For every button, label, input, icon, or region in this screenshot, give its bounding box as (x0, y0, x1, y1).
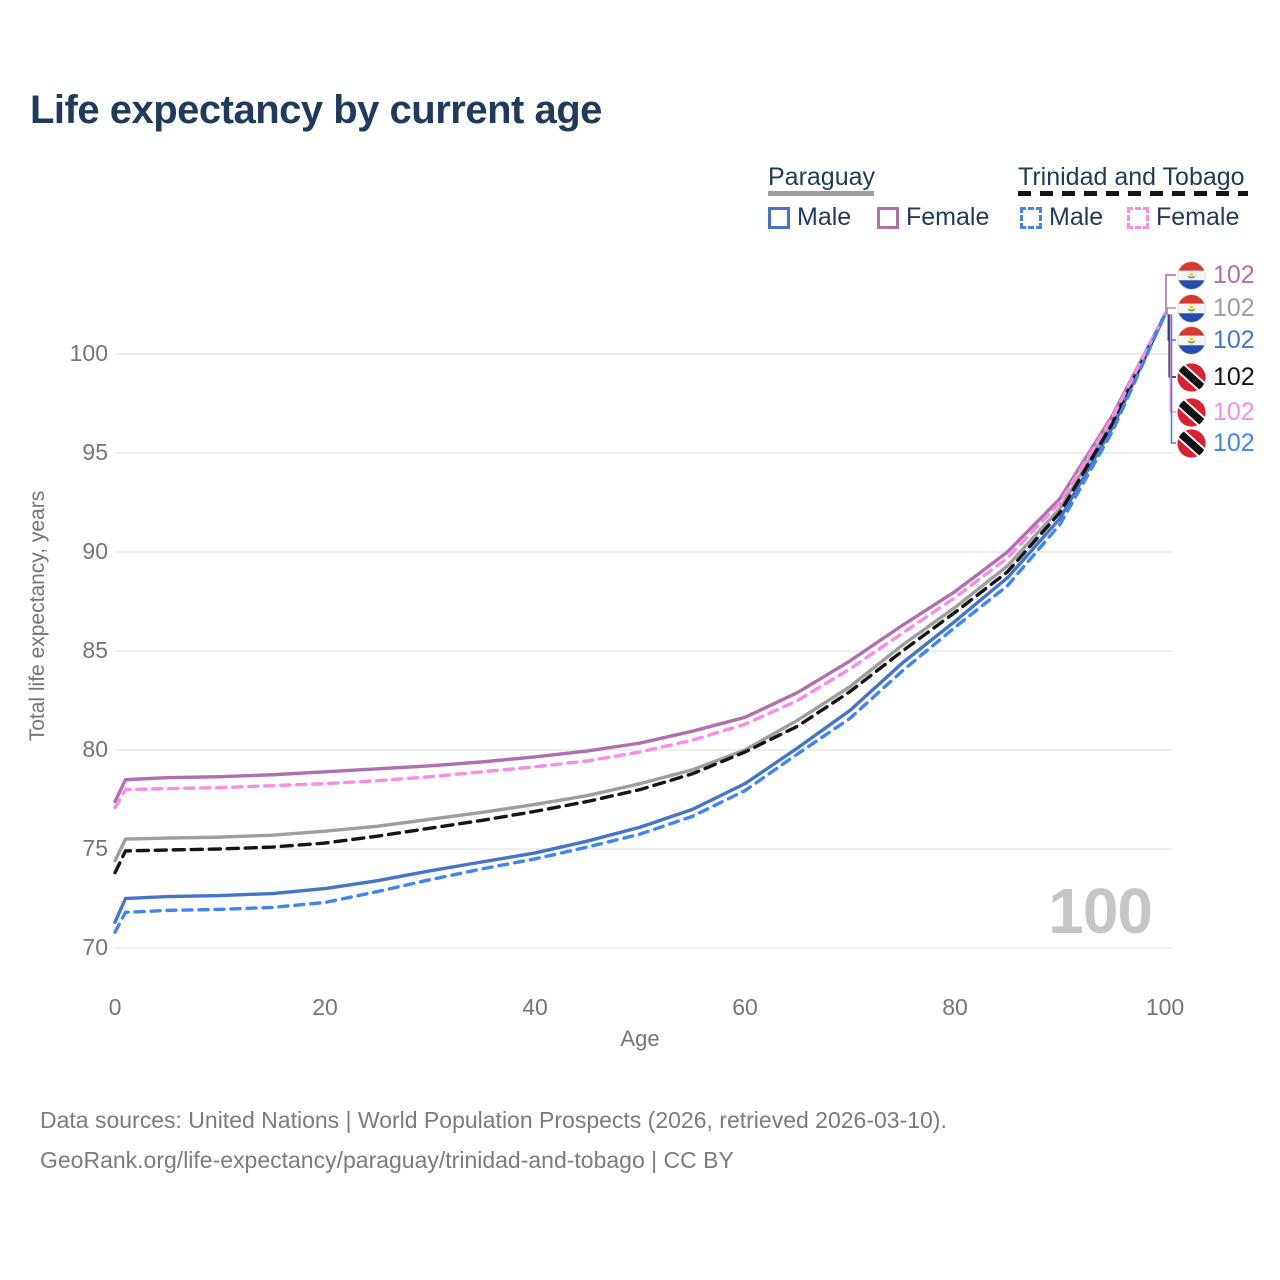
footer-data-sources: Data sources: United Nations | World Pop… (40, 1107, 947, 1133)
end-label-trinidad-and-tobago-both-sexes: 102 (1177, 361, 1255, 393)
y-tick-90: 90 (82, 538, 108, 564)
end-label-trinidad-and-tobago-female: 102 (1177, 396, 1255, 428)
footer-attribution: GeoRank.org/life-expectancy/paraguay/tri… (40, 1147, 734, 1173)
series-line-paraguay-both-sexes[interactable] (113, 312, 1167, 863)
legend-swatch-icon (877, 206, 899, 229)
end-label-paraguay-both-sexes: 102 (1177, 292, 1255, 324)
end-label-connector (1165, 274, 1176, 315)
series-line-paraguay-female[interactable] (113, 312, 1167, 804)
paraguay-flag-icon (1177, 260, 1206, 290)
trinidad-and-tobago-flag-icon (1177, 362, 1206, 392)
x-tick-60: 60 (732, 994, 758, 1020)
chart-footer: Data sources: United Nations | World Pop… (40, 1100, 1240, 1180)
end-label-value: 102 (1213, 362, 1255, 391)
paraguay-flag-icon (1177, 325, 1206, 355)
x-tick-80: 80 (942, 994, 968, 1020)
page-title: Life expectancy by current age (30, 88, 602, 132)
x-tick-100: 100 (1145, 994, 1185, 1020)
series-line-trinidad-and-tobago-male[interactable] (113, 312, 1167, 934)
series-line-paraguay-male[interactable] (113, 312, 1167, 924)
legend-item-paraguay-male[interactable]: Male (768, 203, 851, 232)
end-label-paraguay-female: 102 (1177, 259, 1255, 291)
legend-swatch-icon (1127, 206, 1149, 229)
x-axis-title: Age (620, 1026, 660, 1051)
y-axis-title: Total life expectancy, years (26, 490, 49, 742)
trinidad-and-tobago-flag-icon (1177, 397, 1206, 427)
legend-item-label: Female (1156, 203, 1240, 231)
y-tick-100: 100 (69, 340, 108, 366)
legend-item-trinidad-and-tobago-female[interactable]: Female (1127, 203, 1239, 232)
end-label-value: 102 (1213, 397, 1255, 426)
paraguay-flag-icon (1177, 293, 1206, 323)
end-label-value: 102 (1213, 260, 1255, 289)
trinidad-and-tobago-flag-icon (1177, 428, 1206, 458)
y-tick-75: 75 (82, 835, 108, 861)
end-label-value: 102 (1213, 428, 1255, 457)
legend-swatch-icon (1020, 206, 1042, 229)
legend-item-trinidad-and-tobago-male[interactable]: Male (1020, 203, 1103, 232)
x-tick-40: 40 (522, 994, 548, 1020)
y-tick-80: 80 (82, 736, 108, 762)
legend-item-paraguay-female[interactable]: Female (877, 203, 989, 232)
end-label-paraguay-male: 102 (1177, 324, 1255, 356)
end-label-connector (1169, 314, 1176, 413)
x-tick-0: 0 (108, 994, 122, 1020)
end-label-value: 102 (1213, 325, 1255, 354)
legend-item-label: Female (906, 203, 990, 231)
end-label-connector (1166, 307, 1176, 315)
legend-swatch-icon (768, 206, 790, 229)
end-label-value: 102 (1213, 293, 1255, 322)
series-line-trinidad-and-tobago-female[interactable] (113, 312, 1167, 810)
y-tick-85: 85 (82, 637, 108, 663)
end-label-trinidad-and-tobago-male: 102 (1177, 427, 1255, 459)
legend-item-label: Male (1049, 203, 1104, 231)
y-tick-95: 95 (82, 439, 108, 465)
age-frame-watermark: 100 (1048, 875, 1153, 947)
y-tick-70: 70 (82, 934, 108, 960)
legend-item-label: Male (797, 203, 852, 231)
end-label-connector (1170, 314, 1176, 444)
end-label-connector (1168, 314, 1176, 378)
end-label-connector (1167, 314, 1176, 341)
series-line-trinidad-and-tobago-both-sexes[interactable] (113, 312, 1167, 875)
x-tick-20: 20 (312, 994, 338, 1020)
